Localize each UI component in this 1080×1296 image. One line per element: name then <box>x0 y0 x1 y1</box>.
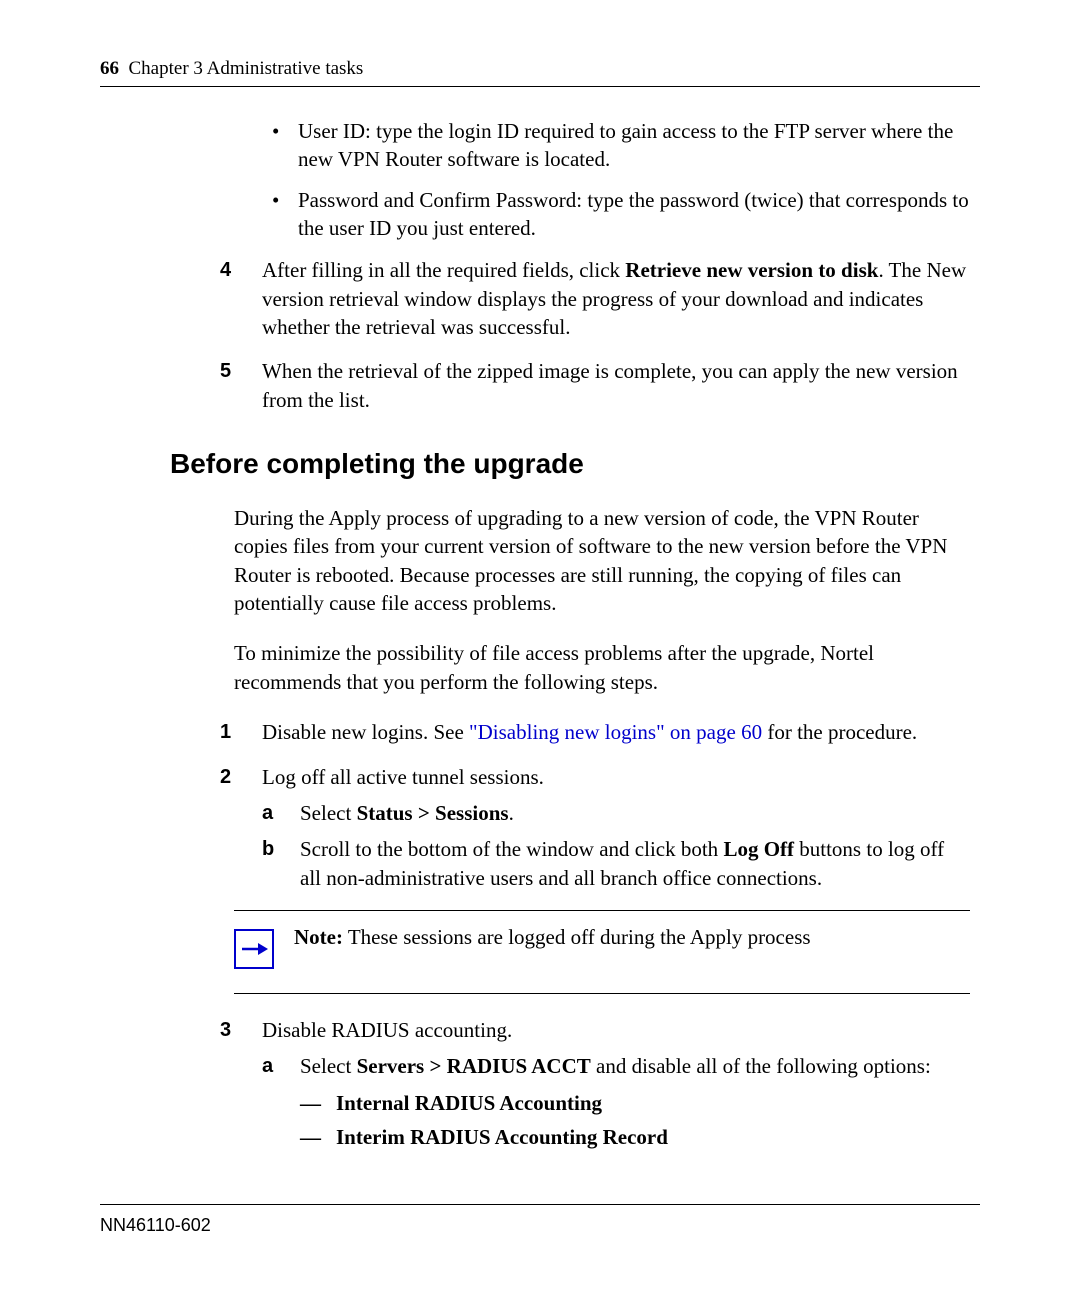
sub-list: a Select Status > Sessions. b Scroll to … <box>262 799 970 892</box>
footer: NN46110-602 <box>100 1204 980 1236</box>
step-text: Log off all active tunnel sessions. <box>262 763 970 791</box>
dash-item: — Interim RADIUS Accounting Record <box>300 1123 970 1151</box>
page-number: 66 <box>100 58 119 79</box>
bullet-item: • User ID: type the login ID required to… <box>268 117 970 174</box>
note-arrow-icon <box>234 929 274 969</box>
bullet-marker: • <box>268 186 298 243</box>
top-bullet-list: • User ID: type the login ID required to… <box>268 117 970 242</box>
bullet-text: User ID: type the login ID required to g… <box>298 117 970 174</box>
step-number: 1 <box>220 718 262 746</box>
note-block: Note: These sessions are logged off duri… <box>234 910 970 994</box>
step-number: 5 <box>220 357 262 414</box>
sub-list: a Select Servers > RADIUS ACCT and disab… <box>262 1052 970 1151</box>
dash-marker: — <box>300 1089 336 1117</box>
step-text: After filling in all the required fields… <box>262 256 970 341</box>
bullet-item: • Password and Confirm Password: type th… <box>268 186 970 243</box>
note-text: Note: These sessions are logged off duri… <box>294 923 970 951</box>
substep-a: a Select Servers > RADIUS ACCT and disab… <box>262 1052 970 1151</box>
main-numbered-list: 1 Disable new logins. See "Disabling new… <box>220 718 970 892</box>
step-2: 2 Log off all active tunnel sessions. a … <box>220 763 970 892</box>
step-text: Disable RADIUS accounting. <box>262 1016 970 1044</box>
paragraph-2: To minimize the possibility of file acce… <box>234 639 970 696</box>
dash-item: — Internal RADIUS Accounting <box>300 1089 970 1117</box>
doc-id: NN46110-602 <box>100 1215 211 1235</box>
step-text: Disable new logins. See "Disabling new l… <box>262 718 917 746</box>
dash-marker: — <box>300 1123 336 1151</box>
step-number: 2 <box>220 763 262 892</box>
step-number: 3 <box>220 1016 262 1151</box>
step-number: 4 <box>220 256 262 341</box>
paragraph-1: During the Apply process of upgrading to… <box>234 504 970 617</box>
step-4: 4 After filling in all the required fiel… <box>220 256 970 341</box>
top-numbered-list: 4 After filling in all the required fiel… <box>220 256 970 414</box>
step-body: Log off all active tunnel sessions. a Se… <box>262 763 970 892</box>
step-5: 5 When the retrieval of the zipped image… <box>220 357 970 414</box>
cross-ref-link[interactable]: "Disabling new logins" on page 60 <box>469 720 762 744</box>
main-numbered-list-cont: 3 Disable RADIUS accounting. a Select Se… <box>220 1016 970 1151</box>
header: 66 Chapter 3 Administrative tasks <box>100 58 980 87</box>
step-text: When the retrieval of the zipped image i… <box>262 357 970 414</box>
step-3: 3 Disable RADIUS accounting. a Select Se… <box>220 1016 970 1151</box>
bullet-text: Password and Confirm Password: type the … <box>298 186 970 243</box>
substep-a: a Select Status > Sessions. <box>262 799 970 827</box>
section-heading: Before completing the upgrade <box>170 448 980 480</box>
chapter-label: Chapter 3 Administrative tasks <box>129 58 364 79</box>
document-page: 66 Chapter 3 Administrative tasks • User… <box>0 0 1080 1296</box>
header-text: 66 Chapter 3 Administrative tasks <box>100 58 980 80</box>
dash-list: — Internal RADIUS Accounting — Interim R… <box>300 1089 970 1152</box>
step-body: Disable RADIUS accounting. a Select Serv… <box>262 1016 970 1151</box>
bullet-marker: • <box>268 117 298 174</box>
step-1: 1 Disable new logins. See "Disabling new… <box>220 718 970 746</box>
substep-b: b Scroll to the bottom of the window and… <box>262 835 970 892</box>
